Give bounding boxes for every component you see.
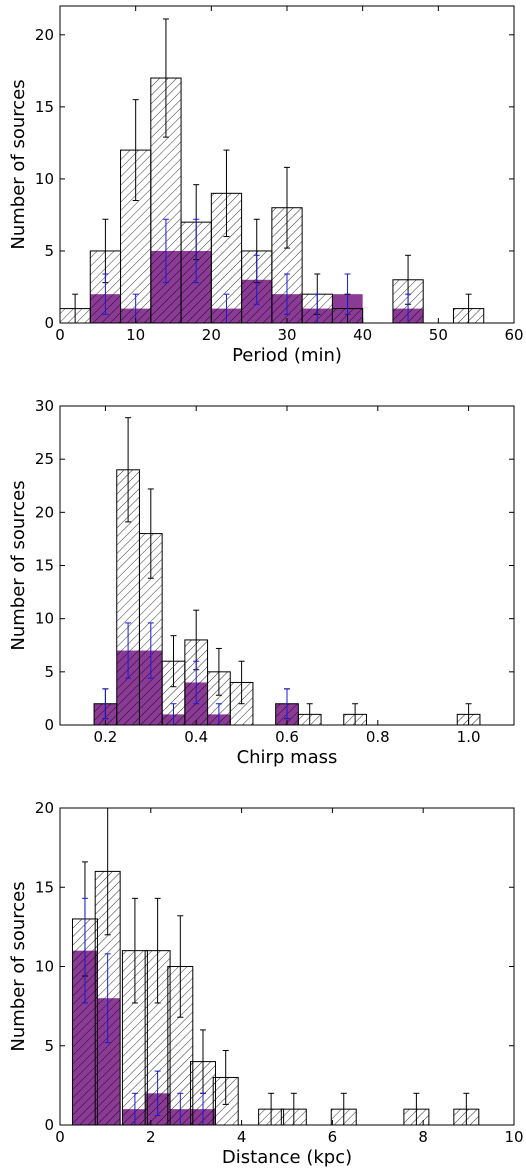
x-tick-label: 6: [328, 1128, 338, 1146]
x-tick-label: 10: [126, 326, 145, 344]
y-tick-label: 5: [44, 663, 54, 681]
x-tick-label: 4: [237, 1128, 247, 1146]
filled-error-bar: [344, 273, 351, 315]
x-tick-label: 0: [55, 326, 65, 344]
y-tick-label: 20: [35, 26, 54, 44]
x-tick-label: 50: [429, 326, 448, 344]
filled-error-bar: [253, 254, 260, 305]
y-axis-label: Number of sources: [8, 79, 29, 249]
hatched-error-bar: [147, 488, 154, 579]
distance-histogram-chart: 0 2 4 6 8 10 0 5 10 15 20 Distance (kpc) Number of s…: [8, 799, 524, 1168]
period-histogram-chart: 0 10 20 30 40 50 60 0 5 10 15 20 Period (min) Number …: [8, 5, 524, 366]
hatched-error-bar: [125, 417, 132, 523]
distance-histogram-panel: 0 2 4 6 8 10 0 5 10 15 20 Distance (kpc) Number of s…: [0, 780, 526, 1170]
chirp-mass-histogram-chart: 0.2 0.4 0.6 0.8 1.0 0 5 10 15 20 25 30 Chirp mass Num…: [8, 397, 515, 768]
filled-error-bar: [81, 897, 88, 1004]
y-tick-label: 0: [44, 716, 54, 734]
filled-error-bar: [125, 622, 132, 679]
y-tick-label: 10: [35, 170, 54, 188]
x-tick-label: 2: [146, 1128, 156, 1146]
x-tick-label: 0.8: [366, 728, 390, 746]
x-tick-label: 8: [418, 1128, 428, 1146]
filled-error-bar: [104, 953, 111, 1044]
x-tick-label: 10: [504, 1128, 523, 1146]
filled-error-bar: [147, 622, 154, 679]
x-tick-label: 30: [277, 326, 296, 344]
x-tick-label: 0.6: [275, 728, 299, 746]
filled-error-bar: [102, 273, 109, 315]
hatched-error-bar: [284, 166, 290, 249]
y-tick-label: 20: [35, 799, 54, 817]
hatched-error-bar: [223, 149, 230, 238]
hatched-error-bar: [222, 1050, 229, 1105]
y-tick-label: 20: [35, 503, 54, 521]
x-tick-label: 40: [353, 326, 372, 344]
hatched-error-bar: [177, 915, 184, 1018]
x-tick-label: 20: [202, 326, 221, 344]
y-tick-label: 10: [35, 958, 54, 976]
filled-error-bar: [193, 660, 200, 705]
x-tick-label: 0: [55, 1128, 65, 1146]
hatched-error-bar: [170, 635, 177, 688]
x-tick-label: 60: [504, 326, 523, 344]
y-tick-label: 5: [44, 1037, 54, 1055]
y-tick-label: 0: [44, 314, 54, 332]
filled-error-bar: [284, 273, 290, 315]
period-histogram-panel: 0 10 20 30 40 50 60 0 5 10 15 20 Period (min) Number …: [0, 0, 526, 390]
hatched-error-bar: [238, 660, 245, 705]
hatched-error-bar: [215, 647, 222, 696]
filled-error-bar: [162, 218, 169, 284]
hatched-error-bar: [162, 18, 169, 138]
x-tick-label: 0.2: [93, 728, 117, 746]
filled-error-bar: [154, 1070, 161, 1116]
y-tick-label: 15: [35, 878, 54, 896]
y-tick-label: 15: [35, 98, 54, 116]
x-axis-label: Distance (kpc): [222, 1147, 352, 1168]
x-tick-label: 0.4: [184, 728, 208, 746]
filled-error-bar: [193, 218, 200, 284]
x-tick-label: 1.0: [457, 728, 481, 746]
hatched-error-bar: [154, 897, 161, 1004]
filled-error-bar: [102, 688, 109, 720]
filled-error-bar: [284, 688, 290, 720]
x-axis-label: Period (min): [232, 345, 342, 366]
y-tick-label: 15: [35, 557, 54, 575]
y-axis-label: Number of sources: [8, 480, 29, 650]
y-tick-label: 30: [35, 397, 54, 415]
y-tick-label: 5: [44, 242, 54, 260]
y-axis-label: Number of sources: [8, 881, 29, 1051]
y-tick-label: 10: [35, 610, 54, 628]
y-tick-label: 0: [44, 1116, 54, 1134]
y-tick-label: 25: [35, 450, 54, 468]
hatched-error-bar: [132, 99, 139, 202]
hatched-error-bar: [131, 897, 138, 1004]
x-axis-label: Chirp mass: [237, 747, 338, 768]
chirp-mass-histogram-panel: 0.2 0.4 0.6 0.8 1.0 0 5 10 15 20 25 30 Chirp mass Num…: [0, 390, 526, 780]
